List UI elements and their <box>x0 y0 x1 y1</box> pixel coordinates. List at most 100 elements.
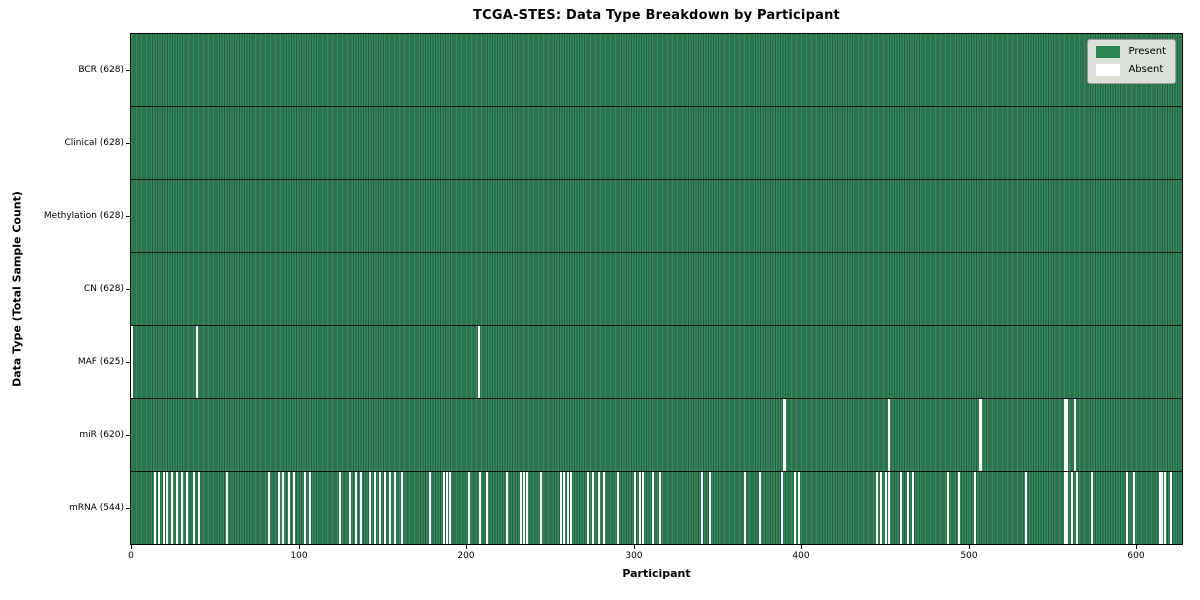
absent-line <box>1125 472 1128 544</box>
y-tick-mark <box>126 435 130 436</box>
x-tick-mark <box>801 545 802 549</box>
absent-line <box>400 472 403 544</box>
heatmap-row-cn <box>131 252 1182 325</box>
absent-line <box>1075 472 1078 544</box>
absent-line <box>1159 472 1162 544</box>
x-tick-label: 200 <box>457 551 475 561</box>
absent-line <box>368 472 371 544</box>
y-tick-label: Clinical (628) <box>64 138 124 148</box>
absent-line <box>700 472 703 544</box>
y-tick-label: miR (620) <box>79 430 124 440</box>
x-tick-mark <box>299 545 300 549</box>
absent-line <box>1063 399 1066 471</box>
legend: Present Absent <box>1087 39 1176 84</box>
absent-line <box>888 472 891 544</box>
absent-line <box>586 472 589 544</box>
absent-line <box>506 472 509 544</box>
heatmap-row-mrna <box>131 471 1182 544</box>
absent-line <box>338 472 341 544</box>
absent-line <box>591 472 594 544</box>
y-tick-mark <box>126 143 130 144</box>
absent-line <box>569 472 572 544</box>
y-tick-mark <box>126 362 130 363</box>
absent-line <box>616 472 619 544</box>
absent-line <box>651 472 654 544</box>
absent-line <box>598 472 601 544</box>
y-tick-mark <box>126 289 130 290</box>
absent-line <box>176 472 179 544</box>
absent-line <box>1161 472 1164 544</box>
absent-line <box>566 472 569 544</box>
y-tick-mark <box>126 70 130 71</box>
absent-line <box>348 472 351 544</box>
absent-line <box>876 472 879 544</box>
heatmap-rows <box>131 34 1182 544</box>
absent-line <box>449 472 452 544</box>
absent-line <box>797 472 800 544</box>
absent-line <box>958 472 961 544</box>
absent-line <box>911 472 914 544</box>
x-tick-label: 500 <box>960 551 978 561</box>
y-tick-label: BCR (628) <box>78 65 124 75</box>
absent-line <box>1065 472 1068 544</box>
absent-line <box>198 472 200 544</box>
heatmap-row-methylation <box>131 179 1182 252</box>
absent-line <box>759 472 762 544</box>
absent-line <box>794 472 797 544</box>
absent-line <box>226 472 229 544</box>
absent-line <box>888 399 891 471</box>
absent-line <box>268 472 271 544</box>
absent-line <box>181 472 184 544</box>
legend-entry-present: Present <box>1096 46 1166 58</box>
legend-entry-absent: Absent <box>1096 64 1166 76</box>
absent-line <box>378 472 381 544</box>
absent-line <box>186 472 189 544</box>
absent-line <box>1025 472 1028 544</box>
y-tick-label: MAF (625) <box>77 357 124 367</box>
absent-line <box>308 472 311 544</box>
x-tick-label: 100 <box>290 551 308 561</box>
absent-line <box>946 472 949 544</box>
x-tick-label: 400 <box>792 551 810 561</box>
heatmap-row-clinical <box>131 106 1182 179</box>
absent-line <box>383 472 386 544</box>
absent-line <box>486 472 489 544</box>
y-tick-mark <box>126 508 130 509</box>
absent-line <box>633 472 636 544</box>
absent-line <box>899 472 902 544</box>
x-tick-mark <box>1136 545 1137 549</box>
absent-line <box>192 472 195 544</box>
absent-line <box>1164 472 1167 544</box>
absent-line <box>281 472 284 544</box>
absent-line <box>355 472 358 544</box>
absent-line <box>519 472 522 544</box>
absent-line <box>166 472 169 544</box>
absent-line <box>1063 472 1066 544</box>
legend-label-absent: Absent <box>1128 64 1164 75</box>
absent-line <box>744 472 747 544</box>
absent-line <box>603 472 606 544</box>
y-tick-label: mRNA (544) <box>69 503 124 513</box>
absent-line <box>1065 399 1068 471</box>
x-tick-label: 0 <box>128 551 134 561</box>
absent-line <box>157 472 160 544</box>
absent-line <box>467 472 470 544</box>
absent-line <box>479 472 482 544</box>
absent-line <box>973 472 976 544</box>
absent-line <box>641 472 644 544</box>
absent-line <box>1090 472 1093 544</box>
chart-title: TCGA-STES: Data Type Breakdown by Partic… <box>473 8 840 23</box>
x-tick-mark <box>969 545 970 549</box>
y-tick-mark <box>126 216 130 217</box>
absent-line <box>429 472 432 544</box>
legend-label-present: Present <box>1128 46 1166 57</box>
x-tick-label: 300 <box>625 551 643 561</box>
absent-line <box>879 472 882 544</box>
absent-line <box>477 326 480 398</box>
absent-line <box>393 472 396 544</box>
absent-line <box>1074 399 1077 471</box>
absent-line <box>780 472 783 544</box>
absent-line <box>445 472 448 544</box>
absent-line <box>154 472 157 544</box>
absent-line <box>559 472 562 544</box>
